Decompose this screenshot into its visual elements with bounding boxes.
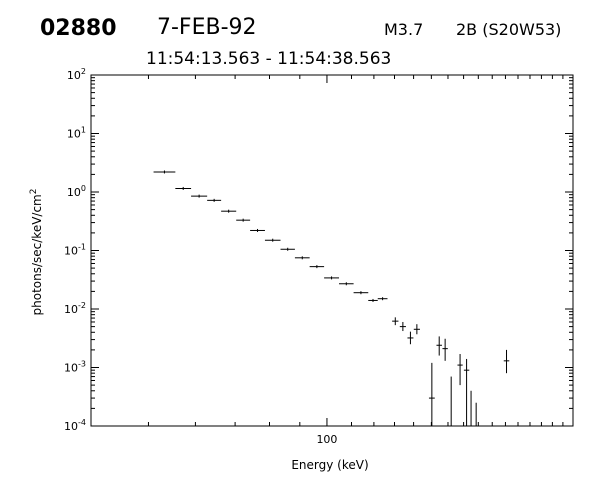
flare-info: 2B (S20W53)	[456, 20, 562, 39]
data-point	[207, 198, 222, 202]
data-point	[309, 265, 325, 269]
data-point	[457, 354, 463, 386]
goes-class: M3.7	[384, 20, 424, 39]
y-tick-label: 10-3	[64, 360, 86, 375]
plot-axes	[90, 74, 574, 427]
data-point	[250, 228, 265, 232]
data-point	[436, 336, 442, 356]
axis-ticks: 102 101 100 10-1 10-2 10-3 10-4 100	[64, 67, 574, 446]
x-axis-label: Energy (keV)	[291, 458, 368, 472]
y-tick-label: 102	[67, 67, 86, 82]
data-point	[175, 186, 192, 190]
data-point	[339, 282, 354, 286]
data-point	[236, 218, 251, 222]
data-point	[324, 276, 340, 280]
data-point	[353, 291, 369, 295]
y-tick-label: 10-4	[64, 418, 86, 433]
data-point	[503, 349, 510, 374]
event-id: 02880	[40, 16, 117, 41]
data-point	[280, 247, 295, 251]
y-tick-label: 10-2	[64, 301, 86, 316]
data-point	[191, 194, 208, 198]
data-point	[442, 338, 448, 361]
y-tick-label: 100	[67, 184, 86, 199]
x-tick-label: 100	[316, 433, 337, 446]
data-point	[399, 321, 406, 332]
data-point	[392, 317, 399, 326]
data-point	[428, 362, 435, 426]
data-point	[368, 298, 378, 302]
event-date: 7-FEB-92	[157, 15, 257, 40]
data-point	[294, 256, 310, 260]
data-point	[407, 331, 414, 345]
data-point	[377, 297, 388, 301]
data-point	[221, 209, 237, 213]
plot-frame	[90, 74, 574, 427]
data-points	[153, 170, 510, 426]
y-axis-label: photons/sec/keV/cm2	[29, 189, 44, 316]
data-point	[264, 238, 281, 242]
y-tick-label: 101	[67, 126, 86, 141]
data-point	[413, 324, 420, 335]
data-point	[153, 170, 176, 174]
y-tick-label: 10-1	[64, 243, 86, 258]
time-range: 11:54:13.563 - 11:54:38.563	[146, 49, 392, 69]
data-point	[463, 358, 470, 426]
